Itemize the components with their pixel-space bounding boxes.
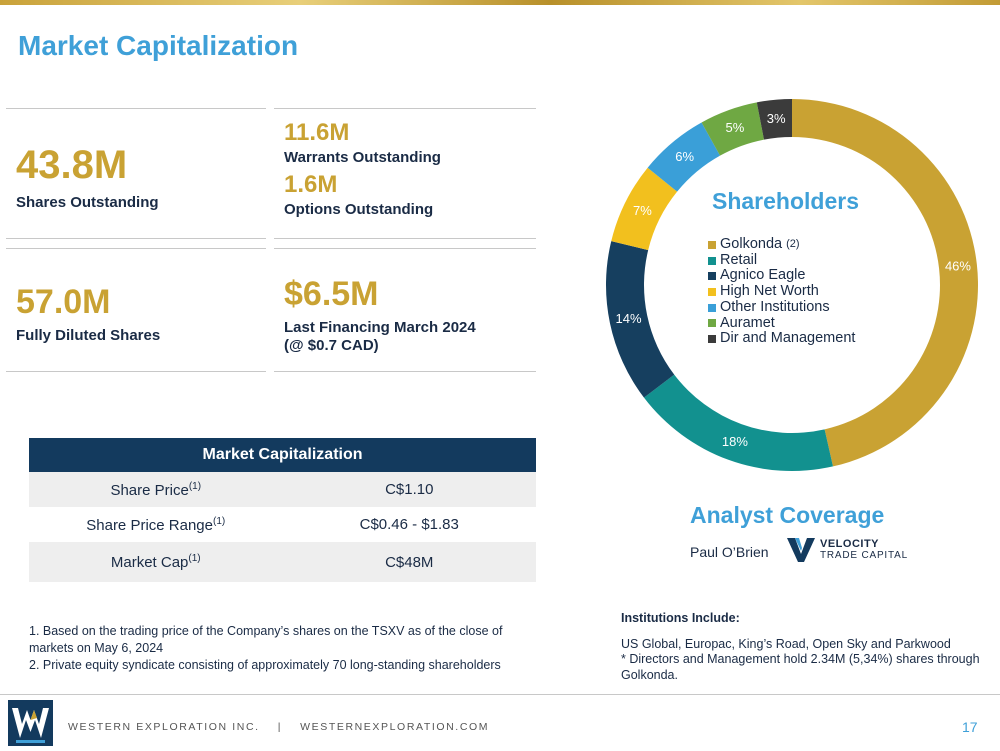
legend-item: Retail	[708, 251, 855, 269]
share-price-label-cell: Share Price(1)	[29, 481, 283, 499]
analyst-coverage-title: Analyst Coverage	[690, 502, 885, 528]
shares-outstanding-label: Shares Outstanding	[16, 194, 159, 211]
legend-swatch	[708, 256, 716, 265]
institutions-note: * Directors and Management hold 2.34M (5…	[621, 652, 980, 682]
shareholders-donut-chart: 46% 18% 14% 7% 6% 5% 3%	[606, 99, 978, 471]
legend-item: Golkonda (2)	[708, 236, 855, 253]
footnote-ref: (1)	[188, 553, 201, 564]
legend-label: Golkonda	[720, 236, 783, 252]
chart-title: Shareholders	[712, 188, 859, 214]
slice-label-golkonda: 46%	[945, 258, 971, 273]
legend-item: Dir and Management	[708, 331, 855, 347]
slice-other-institutions	[647, 122, 721, 192]
footnote-ref: (1)	[213, 515, 226, 527]
velocity-logo: VELOCITY TRADE CAPITAL	[786, 536, 908, 564]
options-label: Options Outstanding	[284, 201, 434, 218]
fully-diluted-label: Fully Diluted Shares	[16, 327, 161, 344]
slice-label-high-net-worth: 7%	[633, 203, 652, 218]
slice-auramet	[701, 102, 764, 156]
page-number: 17	[962, 719, 978, 735]
slice-golkonda	[792, 99, 978, 467]
velocity-logo-line2: TRADE CAPITAL	[820, 550, 909, 561]
market-cap-table-header: Market Capitalization	[29, 438, 536, 472]
legend-swatch	[708, 319, 716, 328]
legend-swatch	[708, 272, 716, 281]
financing-label-line2: (@ $0.7 CAD)	[284, 337, 379, 354]
share-price-range-value: C$0.46 - $1.83	[359, 516, 459, 533]
slice-high-net-worth	[611, 167, 678, 251]
slice-label-auramet: 5%	[725, 120, 744, 135]
legend-swatch	[708, 287, 716, 296]
legend-label: Other Institutions	[720, 298, 830, 315]
velocity-logo-line1: VELOCITY	[820, 538, 880, 550]
western-exploration-logo-icon	[8, 700, 53, 746]
options-value: 1.6M	[284, 171, 338, 198]
slice-label-dir-and-management: 3%	[767, 111, 786, 126]
table-row: Share Price Range(1) C$0.46 - $1.83	[29, 507, 536, 542]
last-financing-box: $6.5M Last Financing March 2024 (@ $0.7 …	[274, 248, 536, 372]
slice-agnico-eagle	[606, 241, 675, 398]
market-cap-value: C$48M	[385, 553, 434, 571]
legend-label: Auramet	[720, 314, 775, 331]
market-cap-label: Market Cap	[110, 554, 189, 571]
financing-label-line1: Last Financing March 2024	[284, 319, 476, 336]
slice-dir-and-management	[756, 99, 792, 140]
legend-item: Agnico Eagle	[708, 268, 855, 284]
slice-label-retail: 18%	[722, 434, 748, 449]
institutions-list: US Global, Europac, King’s Road, Open Sk…	[621, 636, 951, 651]
footer-company: WESTERN EXPLORATION INC. | WESTERNEXPLOR…	[68, 721, 490, 733]
institutions-heading: Institutions Include:	[621, 611, 740, 625]
chart-legend: Golkonda (2) Retail Agnico Eagle High Net Wo…	[708, 236, 855, 347]
fully-diluted-value: 57.0M	[16, 283, 111, 321]
slice-retail	[643, 374, 833, 471]
share-price-range-label-cell: Share Price Range(1)	[29, 516, 283, 534]
page-title: Market Capitalization	[18, 30, 299, 61]
legend-label: Retail	[720, 251, 758, 268]
velocity-v-icon	[787, 538, 815, 562]
legend-item: Other Institutions	[708, 298, 855, 316]
analyst-name: Paul O’Brien	[690, 544, 769, 560]
share-price-value: C$1.10	[385, 481, 434, 498]
share-price-label: Share Price	[110, 481, 189, 499]
table-row: Market Cap(1) C$48M	[29, 542, 536, 582]
warrants-options-box: 11.6M Warrants Outstanding 1.6M Options …	[274, 108, 536, 239]
legend-footnote-ref: (2)	[786, 238, 800, 250]
footnote-ref: (1)	[188, 480, 202, 492]
legend-swatch	[708, 240, 716, 249]
fully-diluted-box: 57.0M Fully Diluted Shares	[6, 248, 266, 372]
legend-swatch	[708, 303, 716, 312]
table-row: Share Price(1) C$1.10	[29, 472, 536, 507]
legend-label: High Net Worth	[720, 283, 819, 300]
legend-item: Auramet	[708, 314, 855, 332]
legend-label: Agnico Eagle	[720, 267, 806, 284]
footnote-1: 1. Based on the trading price of the Com…	[29, 624, 503, 655]
footnotes: 1. Based on the trading price of the Com…	[29, 623, 529, 674]
legend-label: Dir and Management	[720, 330, 856, 347]
legend-item: High Net Worth	[708, 283, 855, 300]
warrants-value: 11.6M	[284, 119, 350, 146]
market-cap-label-cell: Market Cap(1)	[29, 553, 283, 571]
shares-outstanding-box: 43.8M Shares Outstanding	[6, 108, 266, 239]
top-gold-bar	[0, 0, 1000, 5]
footnote-2: 2. Private equity syndicate consisting o…	[29, 658, 501, 672]
slice-label-agnico-eagle: 14%	[616, 311, 642, 326]
market-cap-table: Market Capitalization Share Price(1) C$1…	[29, 438, 536, 582]
financing-value: $6.5M	[284, 275, 379, 313]
institutions-block: Institutions Include: US Global, Europac…	[621, 611, 981, 683]
shares-outstanding-value: 43.8M	[16, 143, 128, 187]
slice-label-other-institutions: 6%	[675, 149, 694, 164]
share-price-range-label: Share Price Range	[86, 516, 213, 534]
footer-divider	[0, 694, 1000, 695]
warrants-label: Warrants Outstanding	[284, 149, 441, 166]
legend-swatch	[708, 335, 716, 344]
